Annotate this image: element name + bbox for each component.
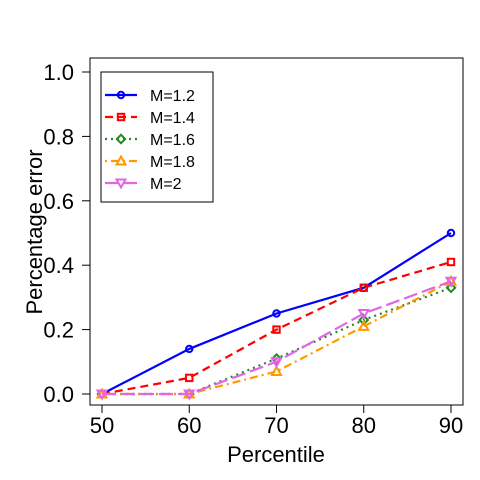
data-point — [185, 344, 194, 354]
x-tick-label: 70 — [264, 413, 288, 438]
y-tick-label: 0.2 — [43, 318, 74, 343]
series-line — [101, 232, 452, 395]
data-point — [444, 276, 458, 288]
series-M=1.2 — [97, 228, 456, 399]
data-point — [95, 389, 109, 401]
data-point — [183, 389, 196, 401]
x-tick-label: 50 — [90, 413, 114, 438]
x-tick-label: 60 — [177, 413, 201, 438]
series-line — [102, 286, 452, 396]
y-tick-label: 0.4 — [43, 253, 74, 278]
data-point — [357, 319, 370, 331]
data-point — [359, 283, 368, 292]
x-axis-title: Percentile — [227, 442, 325, 467]
data-point — [446, 257, 456, 267]
legend-marker — [115, 133, 127, 145]
series-line — [102, 280, 452, 396]
data-point — [272, 309, 281, 318]
series-M=1.4 — [97, 257, 456, 399]
series-M=1.6 — [96, 282, 457, 400]
legend-item: M=1.4 — [105, 110, 195, 127]
y-tick-label: 0.8 — [43, 124, 74, 149]
x-tick-label: 90 — [439, 413, 463, 438]
legend-label: M=1.2 — [150, 88, 195, 105]
data-point — [358, 314, 370, 326]
legend-label: M=1.4 — [150, 110, 195, 127]
data-point — [446, 228, 456, 238]
series-line — [101, 260, 452, 396]
x-tick-label: 80 — [352, 413, 376, 438]
data-point — [445, 282, 457, 294]
data-point — [357, 309, 370, 321]
series-M=2 — [95, 276, 458, 401]
legend-item: M=1.2 — [105, 88, 195, 105]
legend-item: M=1.8 — [105, 154, 195, 171]
y-axis-title: Percentage error — [22, 149, 47, 314]
legend-marker — [114, 154, 128, 166]
series-M=1.8 — [95, 274, 458, 399]
series-line — [102, 280, 452, 396]
y-tick-label: 0.6 — [43, 189, 74, 214]
legend-marker — [116, 112, 126, 122]
legend-marker — [114, 178, 128, 190]
y-tick-label: 1.0 — [43, 60, 74, 85]
legend-item: M=2 — [105, 176, 182, 193]
data-point — [270, 364, 283, 376]
data-point — [272, 325, 281, 334]
data-point — [185, 373, 194, 383]
series-layer — [95, 228, 458, 401]
legend-label: M=1.6 — [150, 132, 195, 149]
legend-label: M=2 — [150, 176, 182, 193]
legend-label: M=1.8 — [150, 154, 195, 171]
axes: 50 60 70 80 90 0.0 0.2 0.4 0.6 0.8 1.0 — [43, 60, 463, 438]
legend-item: M=1.6 — [105, 132, 195, 149]
data-point — [270, 357, 283, 369]
legend-marker — [116, 90, 126, 100]
y-tick-label: 0.0 — [43, 382, 74, 407]
legend: M=1.2 M=1.4 M=1.6 M=1.8 M=2 — [100, 71, 214, 203]
